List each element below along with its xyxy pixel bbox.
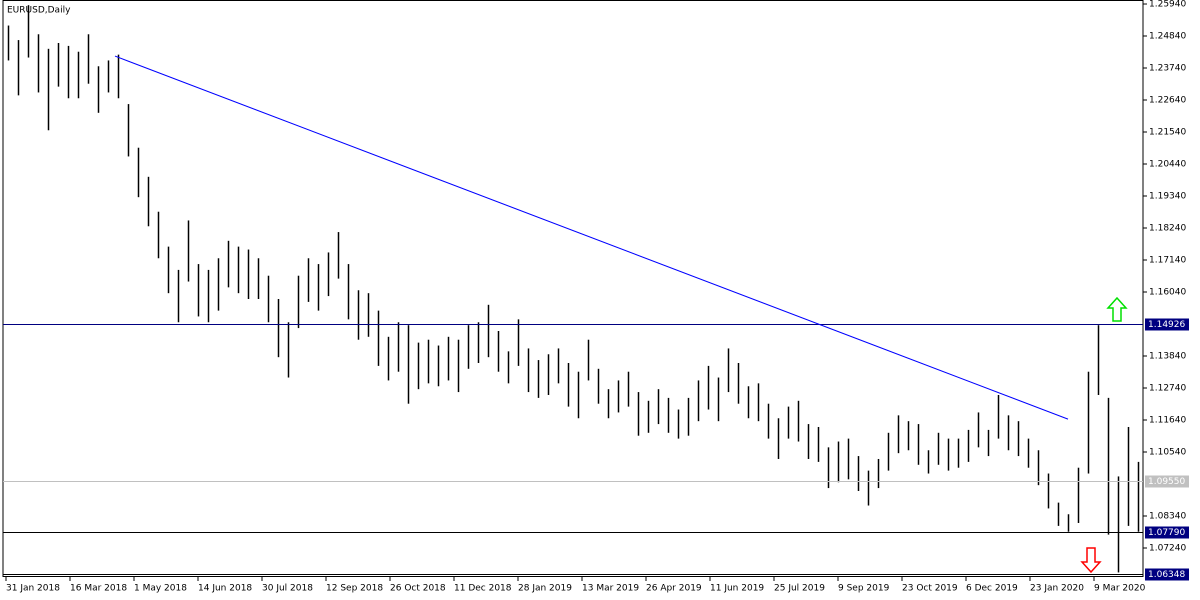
x-tick-label: 23 Oct 2019 xyxy=(902,584,958,594)
y-tick-label: 1.11640 xyxy=(1149,416,1186,426)
y-tick-label: 1.13840 xyxy=(1149,352,1186,362)
y-tick-label: 1.12740 xyxy=(1149,384,1186,394)
y-tick-label: 1.24840 xyxy=(1149,32,1186,42)
x-tick-label: 31 Jan 2018 xyxy=(6,584,60,594)
x-tick-label: 11 Dec 2018 xyxy=(454,584,512,594)
x-tick-label: 28 Jan 2019 xyxy=(518,584,572,594)
y-tick-label: 1.21540 xyxy=(1149,128,1186,138)
down-arrow xyxy=(1080,547,1102,574)
level-label: 1.07790 xyxy=(1148,528,1185,538)
y-tick-label: 1.20440 xyxy=(1149,160,1186,170)
x-tick-label: 26 Apr 2019 xyxy=(646,584,702,594)
x-tick-label: 12 Sep 2018 xyxy=(326,584,383,594)
chart-title: EURUSD,Daily xyxy=(7,6,71,16)
y-tick-label: 1.25940 xyxy=(1149,0,1186,10)
x-tick-label: 25 Jul 2019 xyxy=(774,584,825,594)
x-tick-label: 14 Jun 2018 xyxy=(198,584,252,594)
level-tag xyxy=(1145,568,1189,581)
y-tick-label: 1.22640 xyxy=(1149,96,1186,106)
plot-frame xyxy=(2,0,1144,577)
y-tick-label: 1.23740 xyxy=(1149,64,1186,74)
up-arrow xyxy=(1106,296,1128,322)
x-tick-label: 16 Mar 2018 xyxy=(70,584,127,594)
x-tick-label: 23 Jan 2020 xyxy=(1030,584,1084,594)
y-tick-label: 1.07240 xyxy=(1149,543,1186,553)
y-tick-label: 1.10540 xyxy=(1149,448,1186,458)
y-tick-label: 1.18240 xyxy=(1149,224,1186,234)
x-tick-label: 30 Jul 2018 xyxy=(262,584,313,594)
x-tick-label: 9 Mar 2020 xyxy=(1094,584,1146,594)
level-tag xyxy=(1145,475,1189,488)
trend-line xyxy=(114,55,1069,420)
x-tick-label: 9 Sep 2019 xyxy=(838,584,890,594)
x-tick-label: 1 May 2018 xyxy=(134,584,187,594)
y-tick-label: 1.17140 xyxy=(1149,256,1186,266)
level-tag xyxy=(1145,526,1189,539)
x-tick-label: 11 Jun 2019 xyxy=(710,584,764,594)
y-tick-label: 1.08340 xyxy=(1149,511,1186,521)
level-label: 1.06348 xyxy=(1148,570,1185,580)
y-tick-label: 1.16040 xyxy=(1149,288,1186,298)
level-tag xyxy=(1145,318,1189,331)
x-tick-label: 6 Dec 2019 xyxy=(966,584,1018,594)
x-tick-label: 26 Oct 2018 xyxy=(390,584,446,594)
y-tick-label: 1.19340 xyxy=(1149,192,1186,202)
level-label: 1.09550 xyxy=(1148,477,1185,487)
x-tick-label: 13 Mar 2019 xyxy=(582,584,639,594)
level-label: 1.14926 xyxy=(1148,320,1185,330)
